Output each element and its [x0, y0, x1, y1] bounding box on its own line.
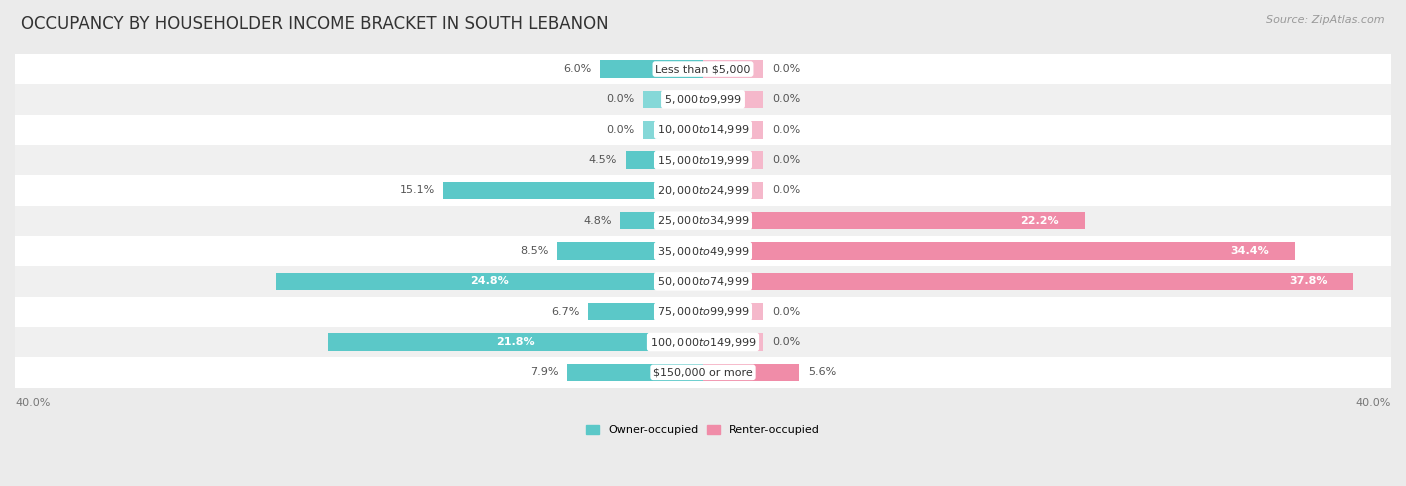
Bar: [15, 145, 1391, 175]
Bar: [703, 90, 763, 108]
Bar: [443, 182, 703, 199]
Text: $20,000 to $24,999: $20,000 to $24,999: [657, 184, 749, 197]
Bar: [15, 206, 1391, 236]
Bar: [703, 242, 1295, 260]
Text: 40.0%: 40.0%: [15, 398, 51, 408]
Bar: [643, 90, 703, 108]
Bar: [600, 60, 703, 78]
Text: 0.0%: 0.0%: [772, 307, 800, 317]
Text: $100,000 to $149,999: $100,000 to $149,999: [650, 335, 756, 348]
Bar: [703, 212, 1085, 229]
Bar: [703, 273, 1353, 290]
Text: 5.6%: 5.6%: [808, 367, 837, 377]
Bar: [703, 121, 763, 139]
Bar: [703, 303, 763, 320]
Bar: [15, 175, 1391, 206]
Text: 40.0%: 40.0%: [1355, 398, 1391, 408]
Bar: [557, 242, 703, 260]
Text: $5,000 to $9,999: $5,000 to $9,999: [664, 93, 742, 106]
Text: $15,000 to $19,999: $15,000 to $19,999: [657, 154, 749, 167]
Text: $25,000 to $34,999: $25,000 to $34,999: [657, 214, 749, 227]
Text: OCCUPANCY BY HOUSEHOLDER INCOME BRACKET IN SOUTH LEBANON: OCCUPANCY BY HOUSEHOLDER INCOME BRACKET …: [21, 15, 609, 33]
Bar: [643, 121, 703, 139]
Bar: [703, 182, 763, 199]
Text: 4.5%: 4.5%: [589, 155, 617, 165]
Text: 0.0%: 0.0%: [772, 155, 800, 165]
Text: 6.7%: 6.7%: [551, 307, 579, 317]
Bar: [15, 327, 1391, 357]
Bar: [703, 333, 763, 351]
Bar: [703, 151, 763, 169]
Text: 0.0%: 0.0%: [772, 185, 800, 195]
Text: 4.8%: 4.8%: [583, 216, 612, 226]
Text: 7.9%: 7.9%: [530, 367, 558, 377]
Text: 0.0%: 0.0%: [772, 64, 800, 74]
Text: 37.8%: 37.8%: [1289, 277, 1327, 286]
Bar: [567, 364, 703, 381]
Text: $35,000 to $49,999: $35,000 to $49,999: [657, 244, 749, 258]
Bar: [15, 54, 1391, 84]
Text: $10,000 to $14,999: $10,000 to $14,999: [657, 123, 749, 136]
Text: 0.0%: 0.0%: [772, 125, 800, 135]
Text: $75,000 to $99,999: $75,000 to $99,999: [657, 305, 749, 318]
Bar: [15, 236, 1391, 266]
Text: $150,000 or more: $150,000 or more: [654, 367, 752, 377]
Bar: [15, 357, 1391, 387]
Bar: [703, 60, 763, 78]
Text: 0.0%: 0.0%: [606, 94, 634, 104]
Text: 22.2%: 22.2%: [1021, 216, 1059, 226]
Text: 24.8%: 24.8%: [471, 277, 509, 286]
Bar: [620, 212, 703, 229]
Bar: [15, 115, 1391, 145]
Text: 0.0%: 0.0%: [606, 125, 634, 135]
Bar: [626, 151, 703, 169]
Text: 0.0%: 0.0%: [772, 337, 800, 347]
Text: $50,000 to $74,999: $50,000 to $74,999: [657, 275, 749, 288]
Text: 15.1%: 15.1%: [399, 185, 434, 195]
Bar: [328, 333, 703, 351]
Bar: [588, 303, 703, 320]
Text: 6.0%: 6.0%: [562, 64, 591, 74]
Bar: [15, 266, 1391, 296]
Text: Source: ZipAtlas.com: Source: ZipAtlas.com: [1267, 15, 1385, 25]
Bar: [703, 364, 800, 381]
Bar: [15, 84, 1391, 115]
Bar: [15, 296, 1391, 327]
Text: 0.0%: 0.0%: [772, 94, 800, 104]
Bar: [277, 273, 703, 290]
Text: Less than $5,000: Less than $5,000: [655, 64, 751, 74]
Legend: Owner-occupied, Renter-occupied: Owner-occupied, Renter-occupied: [586, 425, 820, 435]
Text: 21.8%: 21.8%: [496, 337, 534, 347]
Text: 34.4%: 34.4%: [1230, 246, 1268, 256]
Text: 8.5%: 8.5%: [520, 246, 548, 256]
